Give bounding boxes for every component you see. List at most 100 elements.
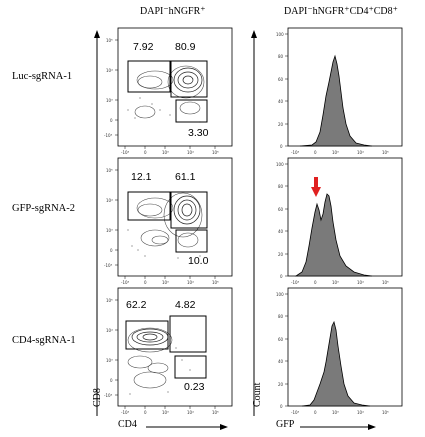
ytick-20-h2: 20 <box>278 252 284 257</box>
contour-lines-gfp <box>136 192 203 248</box>
contour-frame-cd4 <box>117 287 233 407</box>
pct-cd8-cd4: 62.2 <box>126 299 147 311</box>
ytick-3-gfp: 10³ <box>106 228 113 233</box>
ytick-0-luc: 0 <box>110 118 113 123</box>
xtick-5-cd4: 10⁵ <box>212 410 219 415</box>
htick-5-h3: 10⁵ <box>382 410 389 415</box>
gate-cd8-single-cd4 <box>125 320 169 350</box>
ytick-4-cd4: 10⁴ <box>106 328 113 333</box>
ytick-60-h1: 60 <box>278 77 284 82</box>
htick-3-h2: 10³ <box>332 280 339 285</box>
ytick-20-h3: 20 <box>278 382 284 387</box>
ytick-5-gfp: 10⁵ <box>106 168 113 173</box>
row-label-luc: Luc-sgRNA-1 <box>12 71 72 82</box>
ytick-40-h1: 40 <box>278 99 284 104</box>
gate-cd8-single-luc <box>127 60 171 93</box>
histogram-panel-cd4: 100 80 60 40 20 0 -10³ 0 10³ 10⁴ 10⁵ <box>276 287 403 415</box>
htick-5-h1: 10⁵ <box>382 150 389 155</box>
gate-double-positive-gfp <box>170 191 208 229</box>
htick-0-h1: 0 <box>314 150 317 155</box>
scatter-dots-cd4 <box>129 347 191 395</box>
ytick-neg-luc: -10³ <box>104 133 113 138</box>
red-arrow-annotation <box>311 177 321 197</box>
row-label-cd4: CD4-sgRNA-1 <box>12 335 76 346</box>
x-ticks-luc <box>124 146 216 149</box>
htick-0-h3: 0 <box>314 410 317 415</box>
cd4-axis-label: CD4 <box>118 419 137 430</box>
htick-4-h1: 10⁴ <box>357 150 364 155</box>
htick-neg-h2: -10³ <box>291 280 300 285</box>
ytick-neg-cd4: -10³ <box>104 393 113 398</box>
gate-cd8-single-gfp <box>127 191 171 221</box>
xtick-4-cd4: 10⁴ <box>187 410 194 415</box>
gate-cd4-single-cd4 <box>174 355 207 379</box>
ytick-5-cd4: 10⁵ <box>106 298 113 303</box>
pct-cd4-cd4: 0.23 <box>184 381 205 393</box>
hist-ticks-gfp <box>285 163 288 277</box>
xtick-3-cd4: 10³ <box>162 410 169 415</box>
xtick-neg-gfp: -10³ <box>121 280 130 285</box>
pct-dp-gfp: 61.1 <box>175 171 196 183</box>
gate-cd4-single-luc <box>175 99 208 123</box>
ytick-100-h2: 100 <box>276 162 284 167</box>
htick-neg-h1: -10³ <box>291 150 300 155</box>
xtick-0-cd4: 0 <box>144 410 147 415</box>
col1-title: DAPI⁻hNGFR⁺ <box>140 6 206 17</box>
cd8-axis-label: CD8 <box>92 388 103 407</box>
xtick-4-gfp: 10⁴ <box>187 280 194 285</box>
ytick-neg-gfp: -10³ <box>104 263 113 268</box>
xtick-5-luc: 10⁵ <box>212 150 219 155</box>
xtick-0-luc: 0 <box>144 150 147 155</box>
histogram-panel-gfp: 100 80 60 40 20 0 -10³ 0 10³ 10⁴ 10⁵ <box>276 157 403 285</box>
contour-panel-luc: 7.92 80.9 3.30 -10³ 0 10³ 10⁴ 10⁵ 10⁵ 10… <box>104 27 233 155</box>
x-ticks-cd4 <box>124 406 216 409</box>
ytick-0-h2: 0 <box>280 274 283 279</box>
scatter-dots-gfp <box>127 229 201 259</box>
ytick-40-h2: 40 <box>278 229 284 234</box>
xtick-3-luc: 10³ <box>162 150 169 155</box>
cd8-axis-arrow <box>94 30 100 416</box>
htick-4-h3: 10⁴ <box>357 410 364 415</box>
histogram-luc <box>299 54 373 147</box>
xtick-0-gfp: 0 <box>144 280 147 285</box>
htick-0-h2: 0 <box>314 280 317 285</box>
ytick-100-h1: 100 <box>276 32 284 37</box>
histogram-frame-gfp <box>287 157 403 277</box>
hist-ticks-cd4 <box>285 293 288 407</box>
pct-dp-cd4: 4.82 <box>175 299 196 311</box>
row-label-gfp: GFP-sgRNA-2 <box>12 203 75 214</box>
contour-frame-gfp <box>117 157 233 277</box>
histogram-cd4 <box>301 320 371 407</box>
contour-frame-luc <box>117 27 233 147</box>
hist-ticks-luc <box>285 33 288 147</box>
ytick-60-h2: 60 <box>278 207 284 212</box>
ytick-40-h3: 40 <box>278 359 284 364</box>
ytick-0-h3: 0 <box>280 404 283 409</box>
y-ticks-cd4 <box>115 299 118 396</box>
contour-lines-luc <box>134 65 205 119</box>
gfp-axis-arrow <box>300 424 376 430</box>
ytick-80-h2: 80 <box>278 184 284 189</box>
htick-4-h2: 10⁴ <box>357 280 364 285</box>
ytick-80-h3: 80 <box>278 314 284 319</box>
y-ticks-gfp <box>115 169 118 266</box>
count-axis-arrow <box>251 30 257 416</box>
htick-5-h2: 10⁵ <box>382 280 389 285</box>
cd4-axis-arrow <box>146 424 228 430</box>
histogram-panel-luc: 100 80 60 40 20 0 -10³ 0 10³ 10⁴ 10⁵ <box>276 27 403 155</box>
y-ticks-luc <box>115 39 118 136</box>
gate-double-positive-luc <box>170 60 208 98</box>
gate-double-positive-cd4 <box>169 315 207 353</box>
ytick-0-cd4: 0 <box>110 378 113 383</box>
gfp-axis-label: GFP <box>276 419 295 430</box>
ytick-0-h1: 0 <box>280 144 283 149</box>
pct-cd4-gfp: 10.0 <box>188 255 209 267</box>
ytick-20-h1: 20 <box>278 122 284 127</box>
xtick-4-luc: 10⁴ <box>187 150 194 155</box>
ytick-4-gfp: 10⁴ <box>106 198 113 203</box>
xtick-neg-luc: -10³ <box>121 150 130 155</box>
xtick-5-gfp: 10⁵ <box>212 280 219 285</box>
xtick-neg-cd4: -10³ <box>121 410 130 415</box>
ytick-100-h3: 100 <box>276 292 284 297</box>
